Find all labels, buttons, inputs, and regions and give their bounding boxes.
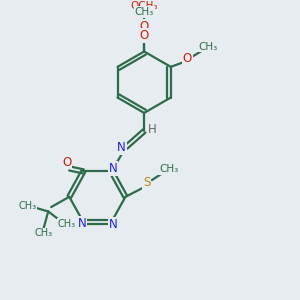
Text: CH₃: CH₃ [18,201,36,211]
Text: O: O [140,29,149,42]
Text: CH₃: CH₃ [35,228,53,239]
Text: N: N [117,141,126,154]
Text: CH₃: CH₃ [57,219,75,229]
Text: CH₃: CH₃ [159,164,178,174]
Text: O: O [62,155,71,169]
Text: H: H [148,123,157,136]
Text: O: O [183,52,192,65]
Text: N: N [109,218,117,231]
Text: O: O [140,20,149,33]
Text: N: N [77,217,86,230]
Text: S: S [143,176,150,189]
Text: N: N [109,162,117,175]
Text: OCH₃: OCH₃ [130,2,158,11]
Text: CH₃: CH₃ [134,7,154,17]
Text: CH₃: CH₃ [198,42,218,52]
